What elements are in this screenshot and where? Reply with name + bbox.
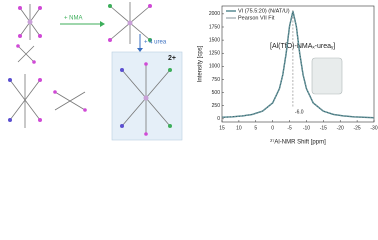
- y-tick-label: 2000: [209, 11, 220, 17]
- y-tick-label: 500: [212, 90, 221, 96]
- y-tick-label: 1250: [209, 51, 220, 57]
- x-axis-label: ²⁷Al-NMR Shift [ppm]: [270, 139, 326, 146]
- molecule: [8, 74, 87, 128]
- y-axis-label: Intensity [cps]: [198, 45, 204, 82]
- y-tick-label: 1000: [209, 64, 220, 70]
- chart: [Al(TfO)-NMAₓ-ureaᵧ] Intensity [cps] ²⁷A…: [198, 5, 378, 146]
- reagent-label: + 4 urea: [144, 40, 167, 46]
- x-tick-label: -5: [287, 125, 292, 131]
- x-tick-label: 0: [271, 125, 274, 131]
- y-tick-label: 1750: [209, 24, 220, 30]
- y-tick-label: 250: [212, 103, 221, 109]
- plot-frame: [221, 5, 375, 123]
- molecule: [120, 62, 172, 136]
- figure: + NMA + 4 urea 2+ [Al(TfO)-NMAₓ-ureaᵧ] I…: [8, 2, 378, 146]
- molecule: [16, 4, 42, 64]
- reagent-label: + NMA: [64, 16, 83, 22]
- peak-label: -6.0: [295, 109, 304, 115]
- legend-label: VI (75.5:20) (N/AT/U): [238, 8, 290, 14]
- annotation: [Al(TfO)-NMAₓ-ureaᵧ]: [270, 43, 335, 50]
- series-line: [221, 11, 375, 118]
- series-line: [221, 11, 375, 119]
- charge-label: 2+: [168, 55, 176, 62]
- y-tick-label: 0: [217, 116, 220, 122]
- y-tick-label: 750: [212, 77, 221, 83]
- scheme: + NMA + 4 urea 2+: [8, 2, 183, 141]
- x-tick-label: -10: [303, 125, 310, 131]
- y-tick-label: 1500: [209, 37, 220, 43]
- arrow-head: [100, 21, 105, 27]
- arrow-head: [137, 48, 143, 52]
- vial-photo: [311, 57, 343, 95]
- x-tick-label: 15: [219, 125, 225, 131]
- x-tick-label: -30: [370, 125, 377, 131]
- molecule: [108, 2, 152, 44]
- x-tick-label: -15: [320, 125, 327, 131]
- x-tick-label: -25: [353, 125, 360, 131]
- x-tick-label: -20: [337, 125, 344, 131]
- x-tick-label: 5: [254, 125, 257, 131]
- x-tick-label: 10: [236, 125, 242, 131]
- legend-label: Pearson VII Fit: [238, 15, 275, 21]
